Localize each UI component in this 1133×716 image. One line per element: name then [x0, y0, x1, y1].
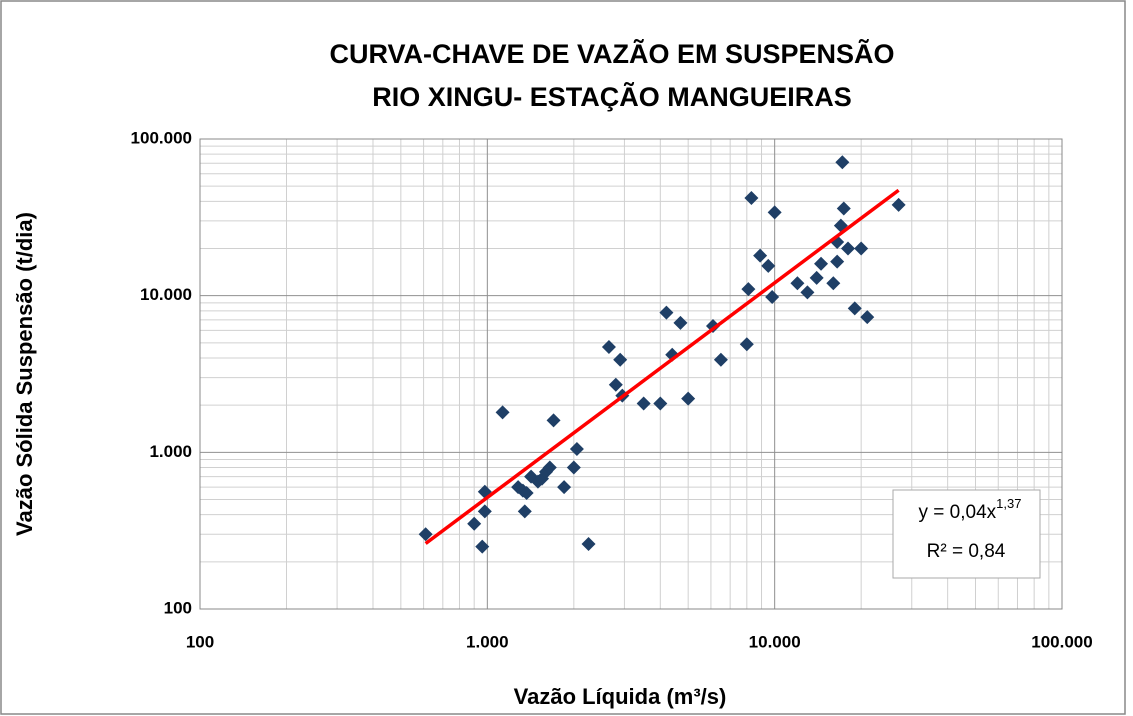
- y-tick-label: 100.000: [131, 128, 192, 147]
- x-tick-label: 100.000: [1031, 632, 1092, 651]
- data-point: [653, 396, 668, 411]
- data-point: [741, 282, 756, 297]
- data-point: [847, 301, 862, 316]
- data-point: [854, 241, 869, 256]
- data-point: [836, 201, 851, 216]
- data-point: [581, 536, 596, 551]
- plot-frame: [199, 138, 1063, 610]
- data-point: [569, 442, 584, 457]
- data-point: [841, 241, 856, 256]
- data-point: [519, 486, 534, 501]
- data-point: [542, 460, 557, 475]
- data-point: [659, 305, 674, 320]
- y-tick-label: 1.000: [149, 442, 192, 461]
- data-point: [467, 516, 482, 531]
- data-point: [761, 258, 776, 273]
- data-point: [800, 285, 815, 300]
- data-point: [601, 340, 616, 355]
- data-point: [830, 254, 845, 269]
- equation: y = 0,04x1,37: [919, 496, 1022, 523]
- chart-title: RIO XINGU- ESTAÇÃO MANGUEIRAS: [372, 81, 852, 112]
- data-point: [546, 413, 561, 428]
- y-tick-label: 100: [164, 598, 192, 617]
- r-squared: R² = 0,84: [927, 541, 1006, 562]
- data-point: [790, 276, 805, 291]
- data-point: [891, 197, 906, 212]
- x-tick-label: 100: [186, 632, 214, 651]
- data-point: [835, 155, 850, 170]
- data-point: [566, 460, 581, 475]
- chart-title: CURVA-CHAVE DE VAZÃO EM SUSPENSÃO: [329, 38, 894, 69]
- equation-text: y = 0,04x: [919, 502, 997, 523]
- equation-exponent: 1,37: [996, 496, 1021, 511]
- equation-box: [892, 489, 1041, 579]
- y-tick-label: 10.000: [140, 285, 192, 304]
- data-point: [744, 191, 759, 206]
- data-point: [608, 377, 623, 392]
- data-point: [739, 337, 754, 352]
- data-point: [681, 391, 696, 406]
- data-point: [860, 310, 875, 325]
- data-point: [673, 315, 688, 330]
- data-point: [557, 480, 572, 495]
- x-tick-label: 1.000: [466, 632, 509, 651]
- data-point: [713, 352, 728, 367]
- data-point: [826, 276, 841, 291]
- data-point: [767, 205, 782, 220]
- x-axis-label: Vazão Líquida (m³/s): [514, 684, 727, 709]
- data-point: [418, 527, 433, 542]
- data-point: [765, 290, 780, 305]
- marks: [418, 155, 906, 554]
- data-point: [495, 405, 510, 420]
- y-axis-label: Vazão Sólida Suspensão (t/dia): [12, 212, 37, 536]
- data-point: [636, 396, 651, 411]
- data-point: [814, 256, 829, 271]
- data-point: [753, 248, 768, 263]
- x-tick-label: 10.000: [749, 632, 801, 651]
- data-point: [477, 504, 492, 519]
- data-point: [517, 504, 532, 519]
- data-point: [475, 539, 490, 554]
- trendline: [424, 188, 900, 545]
- data-point: [809, 270, 824, 285]
- data-point: [613, 352, 628, 367]
